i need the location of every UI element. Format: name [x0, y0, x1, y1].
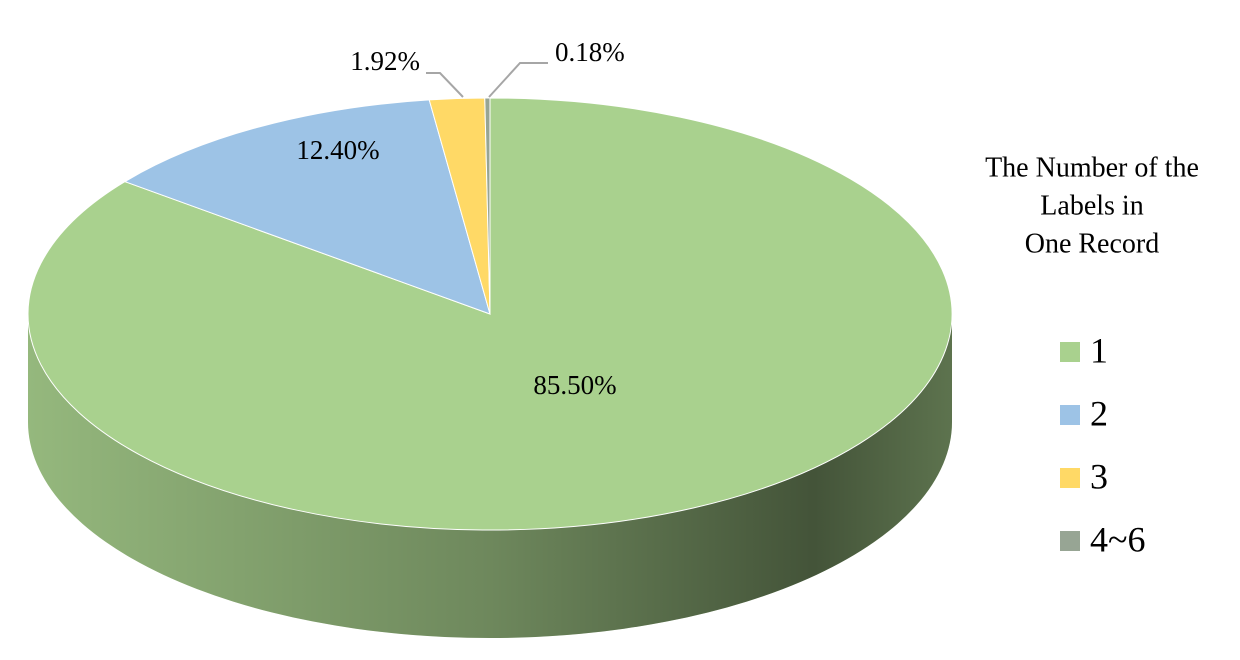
legend-label: 4~6	[1090, 519, 1145, 559]
legend-title: The Number of the	[985, 152, 1199, 183]
data-label: 12.40%	[296, 135, 379, 165]
pie-slice	[123, 99, 491, 315]
legend-label: 1	[1090, 330, 1108, 370]
data-label: 0.18%	[555, 37, 625, 67]
legend-label: 2	[1090, 393, 1108, 433]
legend-swatch	[1060, 405, 1080, 425]
legend-swatch	[1060, 468, 1080, 488]
legend-title: Labels in	[1040, 190, 1143, 221]
pie-slice	[484, 97, 491, 315]
legend-swatch	[1060, 342, 1080, 362]
leader-line	[488, 62, 548, 98]
pie-side-shade	[28, 314, 952, 638]
legend-swatch	[1060, 531, 1080, 551]
data-label: 1.92%	[350, 46, 420, 76]
legend-title: One Record	[1025, 228, 1160, 259]
legend-label: 3	[1090, 456, 1108, 496]
data-label: 85.50%	[533, 370, 616, 400]
leader-line	[426, 72, 464, 98]
